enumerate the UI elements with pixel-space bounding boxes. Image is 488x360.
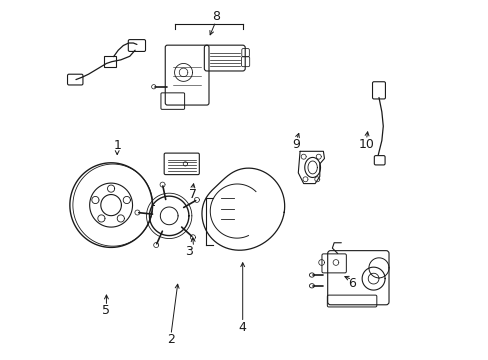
Text: 9: 9	[292, 138, 300, 150]
Text: 5: 5	[102, 305, 110, 318]
Text: 8: 8	[211, 10, 220, 23]
Text: 2: 2	[167, 333, 175, 346]
Text: 3: 3	[184, 245, 192, 258]
Text: 1: 1	[113, 139, 121, 152]
Text: 6: 6	[347, 278, 355, 291]
Text: 7: 7	[188, 188, 196, 201]
Text: 10: 10	[358, 138, 374, 150]
Text: 4: 4	[238, 320, 246, 333]
